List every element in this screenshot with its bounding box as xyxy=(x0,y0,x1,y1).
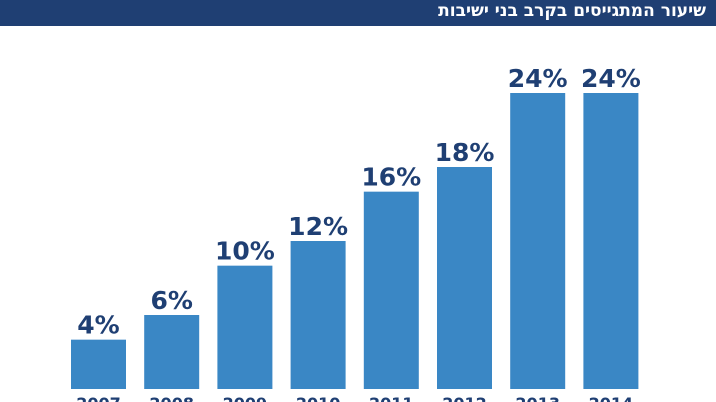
bar-2014 xyxy=(583,93,639,389)
x-tick-label-2011: 2011 xyxy=(369,394,414,402)
bar-2010 xyxy=(290,241,346,389)
bar-2011 xyxy=(363,191,419,389)
bar-2008 xyxy=(144,315,200,389)
value-label-2011: 16% xyxy=(361,163,421,192)
bar-2009 xyxy=(217,265,273,389)
value-label-2009: 10% xyxy=(215,237,275,266)
value-label-2013: 24% xyxy=(508,64,568,93)
x-tick-label-2012: 2012 xyxy=(442,394,487,402)
x-tick-label-2013: 2013 xyxy=(515,394,560,402)
value-label-2012: 18% xyxy=(435,138,495,167)
value-label-2007: 4% xyxy=(77,311,119,340)
x-tick-label-2008: 2008 xyxy=(149,394,194,402)
value-label-2010: 12% xyxy=(288,212,348,241)
x-tick-label-2010: 2010 xyxy=(296,394,341,402)
value-label-2014: 24% xyxy=(581,64,641,93)
bar-2013 xyxy=(510,93,566,389)
value-label-2008: 6% xyxy=(150,286,192,315)
x-tick-label-2007: 2007 xyxy=(76,394,121,402)
chart-title: שיעור המתגייסים בקרב בני ישיבות xyxy=(438,1,706,21)
x-tick-label-2014: 2014 xyxy=(589,394,634,402)
bar-2007 xyxy=(71,339,126,389)
chart-title-bar: שיעור המתגייסים בקרב בני ישיבות xyxy=(0,0,716,26)
bar-2012 xyxy=(437,167,492,389)
x-tick-label-2009: 2009 xyxy=(223,394,268,402)
